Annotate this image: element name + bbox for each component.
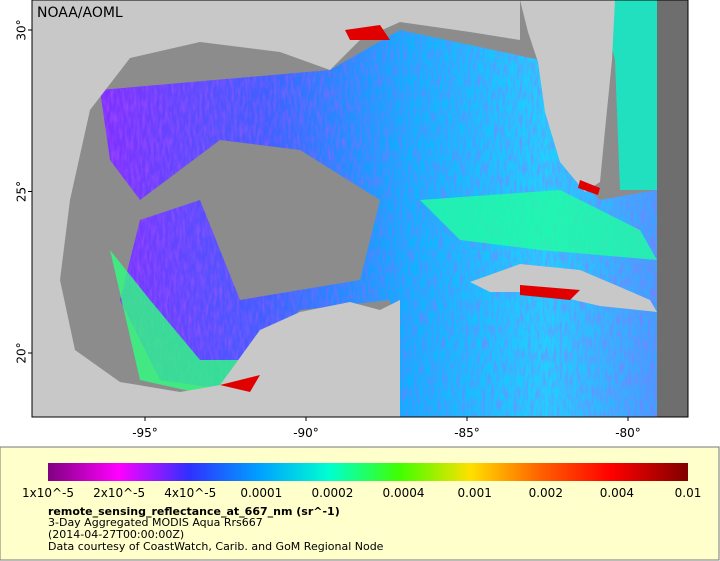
colorbar: [48, 463, 688, 481]
caption-line: Data courtesy of CoastWatch, Carib. and …: [48, 540, 384, 553]
colorbar-label: 0.002: [529, 486, 563, 500]
lat-label: 30°: [15, 19, 29, 40]
colorbar-label: 2x10^-5: [93, 486, 145, 500]
credit: NOAA/AOML: [37, 5, 123, 21]
land-west: [32, 0, 520, 417]
caption-line: 3-Day Aggregated MODIS Aqua Rrs667: [48, 516, 263, 529]
colorbar-label: 0.0001: [240, 486, 282, 500]
reflectance-texture: [100, 30, 657, 417]
lat-label: 25°: [15, 181, 29, 202]
lon-label: -95°: [132, 426, 158, 440]
colorbar-label: 4x10^-5: [164, 486, 216, 500]
caption-title: remote_sensing_reflectance_at_667_nm (sr…: [48, 505, 340, 518]
atlantic-field: [600, 0, 657, 190]
colorbar-label: 0.004: [600, 486, 634, 500]
land-florida: [520, 0, 615, 192]
map-frame: [31, 0, 689, 418]
florida-straits: [420, 190, 657, 260]
lon-label: -85°: [454, 426, 480, 440]
map: [32, 0, 688, 417]
colorbar-label: 0.0002: [311, 486, 353, 500]
colorbar-label: 0.0004: [383, 486, 425, 500]
lon-label: -90°: [293, 426, 319, 440]
caption-line: (2014-04-27T00:00:00Z): [48, 528, 184, 541]
lat-label: 20°: [15, 342, 29, 363]
mexico-coast-field: [110, 250, 260, 400]
no-data-strip: [657, 0, 688, 417]
lon-label: -80°: [615, 426, 641, 440]
colorbar-label: 0.01: [675, 486, 702, 500]
colorbar-label: 0.001: [457, 486, 491, 500]
land-cuba: [470, 264, 657, 312]
colorbar-label: 1x10^-5: [22, 486, 74, 500]
